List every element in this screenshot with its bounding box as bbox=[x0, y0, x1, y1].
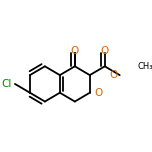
Text: Cl: Cl bbox=[1, 79, 11, 89]
Text: CH₃: CH₃ bbox=[137, 62, 152, 71]
Text: O: O bbox=[110, 70, 118, 80]
Text: O: O bbox=[101, 46, 109, 56]
Text: O: O bbox=[94, 88, 102, 98]
Text: O: O bbox=[71, 46, 79, 56]
